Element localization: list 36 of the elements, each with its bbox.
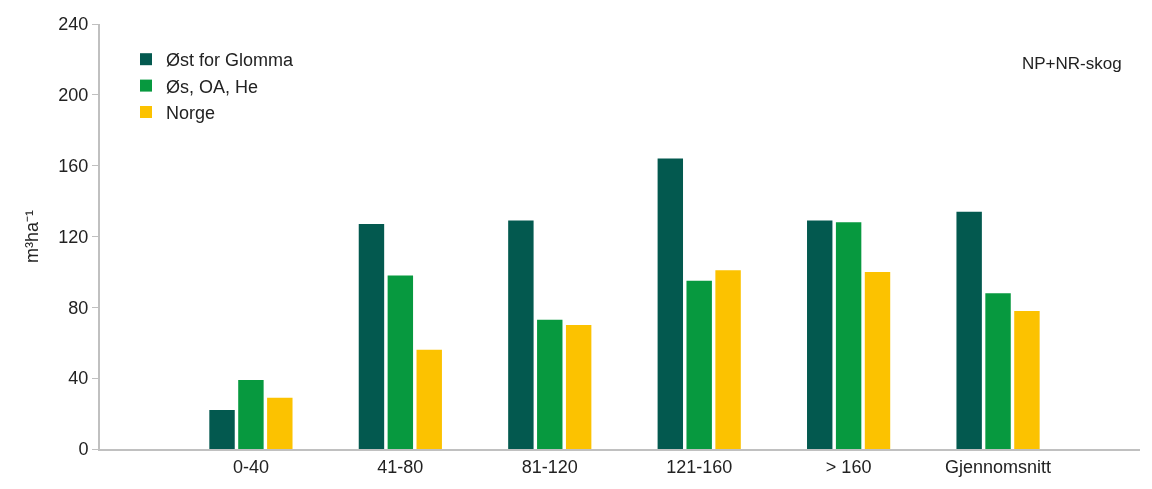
bar: [358, 224, 385, 449]
y-tick-label: 80: [68, 297, 89, 318]
x-tick-label: Gjennomsnitt: [945, 456, 1052, 477]
x-tick-label: 121-160: [666, 456, 733, 477]
bar: [508, 220, 534, 449]
legend-label: Øs, OA, He: [166, 76, 259, 97]
y-axis-title: m³ha⁻¹: [22, 209, 43, 264]
bar: [956, 211, 982, 449]
annotation: NP+NR-skog: [1022, 54, 1122, 73]
x-tick-label: > 160: [825, 456, 872, 477]
bar: [715, 270, 741, 449]
x-tick-label: 0-40: [232, 456, 269, 477]
y-tick-label: 120: [58, 226, 89, 247]
bar: [416, 349, 442, 449]
legend-label: Norge: [166, 103, 216, 124]
bar: [387, 275, 414, 449]
x-tick-label: 41-80: [377, 456, 424, 477]
bar: [537, 319, 563, 449]
bar: [238, 379, 264, 449]
y-tick-label: 40: [68, 368, 89, 389]
bar: [1014, 310, 1040, 449]
bar: [267, 397, 293, 449]
y-tick-label: 160: [58, 155, 89, 176]
y-tick-label: 200: [58, 85, 89, 106]
bar: [835, 222, 862, 449]
bar: [807, 220, 833, 449]
bar: [864, 271, 891, 449]
bar: [657, 158, 684, 449]
bar: [209, 410, 235, 449]
legend-label: Øst for Glomma: [166, 50, 295, 71]
bar: [565, 325, 592, 449]
bar: [686, 280, 712, 449]
bar: [985, 293, 1011, 449]
x-tick-label: 81-120: [521, 456, 578, 477]
y-tick-label: 240: [58, 14, 89, 35]
y-tick-label: 0: [78, 439, 89, 460]
